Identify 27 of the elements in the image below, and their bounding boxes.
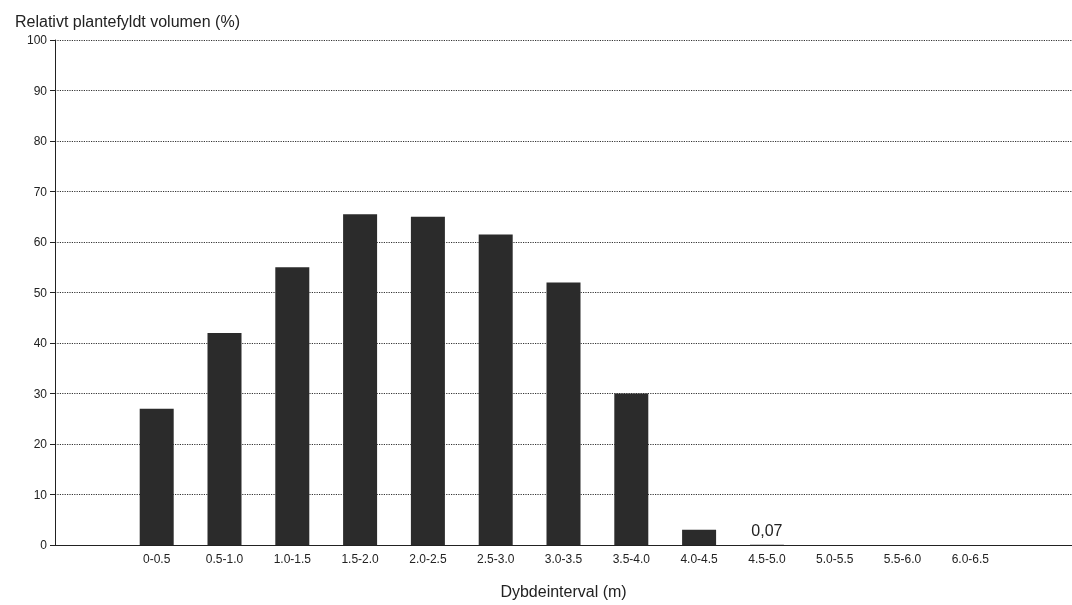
x-tick-label: 5.0-5.5: [816, 552, 854, 566]
x-tick-label: 4.0-4.5: [680, 552, 719, 566]
data-label: 0,07: [751, 522, 783, 540]
x-tick-label: 4.5-5.0: [748, 552, 786, 566]
x-tick-label: 0.5-1.0: [205, 552, 244, 566]
y-tick-label: 40: [33, 336, 48, 350]
x-tick-label: 0-0.5: [143, 552, 171, 566]
x-tick-label: 2.5-3.0: [477, 552, 515, 566]
y-tick-label: 30: [33, 386, 48, 401]
y-tick-label: 80: [33, 134, 48, 148]
y-axis-title: Relativt plantefyldt volumen (%): [15, 12, 240, 30]
x-tick-label: 6.0-6.5: [951, 552, 990, 566]
y-tick-label: 50: [33, 285, 48, 300]
x-tick-label: 1.5-2.0: [341, 552, 380, 566]
x-tick-label: 1.0-1.5: [273, 552, 312, 566]
x-tick-label: 3.5-4.0: [612, 552, 651, 566]
y-tick-label: 60: [33, 235, 48, 249]
x-tick-label: 5.5-6.0: [883, 552, 922, 566]
y-tick-label: 0: [40, 538, 48, 552]
x-tick-label: 3.0-3.5: [544, 552, 583, 566]
y-tick-label: 90: [33, 83, 48, 98]
y-tick-label: 100: [26, 33, 48, 47]
y-tick-label: 70: [33, 184, 48, 199]
x-axis-title: Dybdeinterval (m): [500, 582, 627, 600]
x-tick-label: 2.0-2.5: [409, 552, 447, 566]
y-tick-label: 20: [33, 437, 48, 451]
y-tick-label: 10: [33, 487, 48, 502]
